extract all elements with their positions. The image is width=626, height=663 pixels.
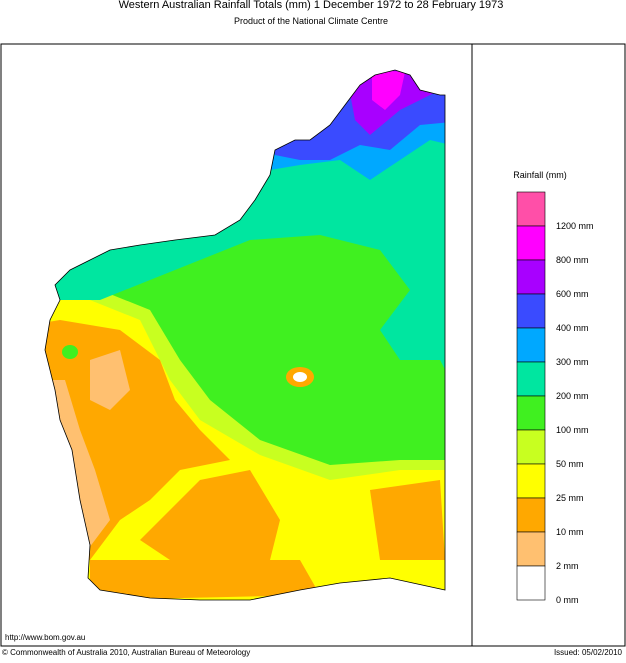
frame <box>0 43 626 647</box>
legend-swatch <box>516 225 546 261</box>
legend-swatch <box>516 565 546 601</box>
legend-label: 600 mm <box>556 289 589 299</box>
legend-label: 400 mm <box>556 323 589 333</box>
legend-title: Rainfall (mm) <box>513 170 567 180</box>
legend-label: 2 mm <box>556 561 579 571</box>
legend-swatch <box>516 497 546 533</box>
rainfall-map <box>45 70 445 600</box>
legend-swatch <box>516 293 546 329</box>
issued: Issued: 05/02/2010 <box>554 648 623 657</box>
legend-label: 100 mm <box>556 425 589 435</box>
legend: 1200 mm 800 mm 600 mm 400 mm 300 mm 200 mm 100… <box>516 191 594 605</box>
legend-label: 1200 mm <box>556 221 594 231</box>
legend-label: 10 mm <box>556 527 584 537</box>
legend-swatch <box>516 463 546 499</box>
legend-swatch <box>516 361 546 397</box>
copyright: © Commonwealth of Australia 2010, Austra… <box>2 648 250 657</box>
url: http://www.bom.gov.au <box>5 633 85 642</box>
legend-label: 300 mm <box>556 357 589 367</box>
legend-label: 0 mm <box>556 595 579 605</box>
legend-swatch <box>516 395 546 431</box>
title: Western Australian Rainfall Totals (mm) … <box>119 0 504 11</box>
legend-swatch <box>516 191 546 227</box>
legend-label: 800 mm <box>556 255 589 265</box>
subtitle: Product of the National Climate Centre <box>234 16 388 26</box>
legend-swatch <box>516 429 546 465</box>
legend-swatch <box>516 531 546 567</box>
legend-swatch <box>516 259 546 295</box>
legend-swatch <box>516 327 546 363</box>
legend-label: 25 mm <box>556 493 584 503</box>
legend-label: 200 mm <box>556 391 589 401</box>
legend-label: 50 mm <box>556 459 584 469</box>
